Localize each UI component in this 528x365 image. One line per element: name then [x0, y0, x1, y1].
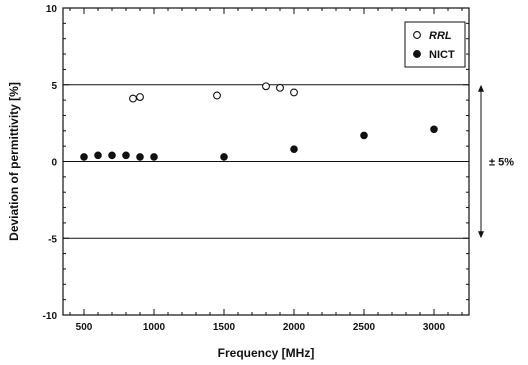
nict-point	[430, 125, 438, 134]
tolerance-label: ± 5%	[489, 157, 514, 169]
nict-point	[290, 145, 298, 154]
rrl-point	[276, 83, 284, 92]
data-points	[80, 82, 438, 161]
rrl-point	[213, 91, 221, 100]
nict-point	[150, 153, 158, 161]
x-tick-label: 3000	[423, 322, 446, 333]
tolerance-annotation: ± 5%	[478, 84, 514, 239]
rrl-point	[290, 88, 298, 97]
x-tick-label: 500	[76, 322, 93, 333]
y-tick-label: -5	[48, 234, 57, 245]
reference-lines	[63, 84, 469, 239]
legend-box	[404, 21, 466, 68]
tick-labels: 500 1000 1500 2000 2500 3000 -10 -5 0 5 10	[43, 4, 446, 333]
y-tick-label: 10	[46, 4, 58, 15]
nict-point	[360, 131, 368, 140]
legend-label-rrl: RRL	[429, 30, 452, 42]
legend-marker-rrl	[413, 31, 421, 39]
rrl-point	[136, 93, 144, 101]
nict-point	[136, 153, 144, 161]
legend-label-nict: NICT	[429, 49, 455, 61]
rrl-point	[262, 82, 270, 91]
nict-point	[122, 151, 130, 160]
legend-marker-nict	[413, 50, 421, 58]
x-tick-label: 2500	[353, 322, 376, 333]
plot-frame	[62, 7, 470, 316]
arrow-up-icon	[478, 84, 484, 92]
legend: RRL NICT	[404, 21, 466, 68]
nict-point	[220, 153, 228, 161]
y-tick-label: -10	[43, 311, 58, 322]
y-axis-title: Deviation of permittivity [%]	[7, 82, 21, 241]
x-tick-label: 2000	[283, 322, 306, 333]
x-tick-label: 1000	[143, 322, 166, 333]
nict-point	[80, 153, 88, 161]
y-tick-label: 5	[51, 81, 57, 92]
rrl-point	[129, 94, 137, 103]
nict-point	[108, 151, 116, 160]
y-tick-label: 0	[51, 158, 57, 169]
x-axis-title: Frequency [MHz]	[218, 346, 315, 360]
arrow-down-icon	[478, 231, 484, 239]
nict-point	[94, 151, 102, 160]
x-tick-label: 1500	[213, 322, 236, 333]
